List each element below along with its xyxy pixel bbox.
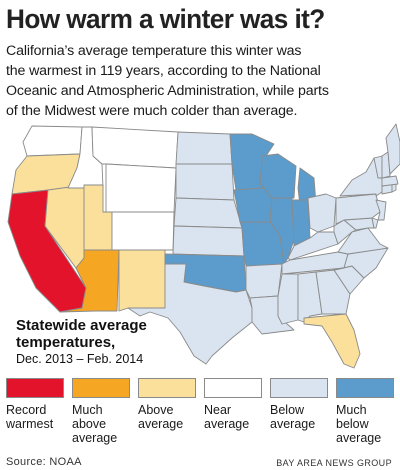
state-RI xyxy=(391,183,397,193)
legend-swatch-much-above-average xyxy=(72,378,130,398)
state-ME xyxy=(385,123,400,175)
state-MT xyxy=(91,126,179,169)
state-TX xyxy=(127,263,253,365)
map-date-range: Dec. 2013 – Feb. 2014 xyxy=(16,352,144,366)
state-CO xyxy=(111,211,175,251)
legend-swatch-near-average xyxy=(204,378,262,398)
legend-label-near-average: Near average xyxy=(204,403,250,431)
source-note: Source: NOAA xyxy=(6,456,82,468)
intro-text: California’s average temperature this wi… xyxy=(6,41,396,121)
map-title-line: Statewide average xyxy=(16,317,147,334)
legend-swatch-above-average xyxy=(138,378,196,398)
headline: How warm a winter was it? xyxy=(6,4,325,34)
state-IA xyxy=(233,187,273,223)
state-MS xyxy=(277,273,299,325)
legend-label-above-average: Above average xyxy=(138,403,184,431)
state-GA xyxy=(315,269,351,315)
map-legend-title: Statewide average temperatures, xyxy=(16,317,147,351)
intro-line: California’s average temperature this wi… xyxy=(6,43,302,59)
state-WY xyxy=(105,163,177,213)
state-NJ xyxy=(375,199,387,221)
state-KS xyxy=(172,225,245,257)
state-NE xyxy=(173,197,243,229)
legend: Record warmest Much above average Above … xyxy=(6,378,398,450)
legend-swatch-much-below-average xyxy=(336,378,394,398)
state-KY xyxy=(287,231,339,261)
intro-line: the warmest in 119 years, according to t… xyxy=(6,63,321,79)
state-MA xyxy=(381,175,399,187)
credit-line: BAY AREA NEWS GROUP xyxy=(276,458,392,468)
intro-line: Oceanic and Atmospheric Administration, … xyxy=(6,83,329,99)
legend-label-much-above-average: Much above average xyxy=(72,403,118,445)
state-FL xyxy=(303,313,361,369)
state-WA xyxy=(22,125,83,157)
intro-line: of the Midwest were much colder than ave… xyxy=(6,103,298,119)
state-DE xyxy=(371,217,379,229)
legend-label-below-average: Below average xyxy=(270,403,316,431)
legend-label-much-below-average: Much below average xyxy=(336,403,382,445)
state-ND xyxy=(175,131,233,165)
legend-swatch-below-average xyxy=(270,378,328,398)
state-AZ xyxy=(59,249,120,313)
state-OH xyxy=(307,193,337,233)
state-NM xyxy=(118,249,166,312)
map-title-line: temperatures, xyxy=(16,334,116,351)
legend-swatch-record-warmest xyxy=(6,378,64,398)
state-SD xyxy=(175,163,235,201)
state-AR xyxy=(245,263,283,299)
legend-label-record-warmest: Record warmest xyxy=(6,403,54,431)
us-temperature-map xyxy=(7,123,400,369)
state-NH xyxy=(381,151,391,179)
